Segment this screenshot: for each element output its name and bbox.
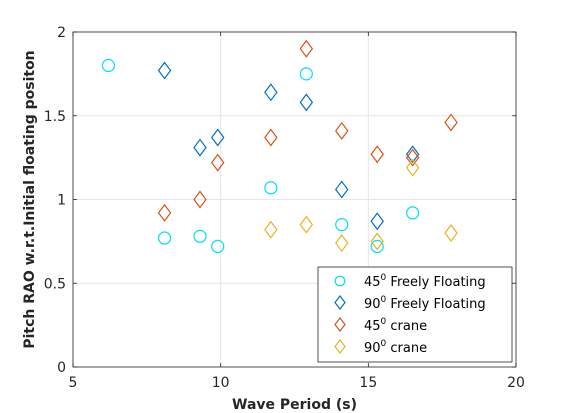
- data-point-diamond-series-3: [370, 232, 384, 251]
- x-tick-label: 5: [69, 375, 78, 391]
- x-tick-label: 20: [507, 375, 525, 391]
- data-point-diamond-series-2: [335, 121, 349, 140]
- legend-label-sup: 0: [381, 295, 387, 305]
- x-axis-label: Wave Period (s): [232, 397, 357, 413]
- data-markers: [101, 39, 458, 253]
- data-point-diamond-series-2: [264, 128, 278, 147]
- data-point-diamond-series-2: [157, 203, 172, 222]
- legend-label-rest: Freely Floating: [386, 275, 485, 290]
- data-point-diamond-series-3: [405, 158, 420, 177]
- legend-label-base: 45: [364, 275, 381, 290]
- data-point-diamond-series-3: [299, 215, 314, 234]
- data-point-diamond-series-1: [335, 180, 349, 199]
- y-tick-label: 0: [57, 360, 66, 376]
- data-point-circle-series-0: [406, 206, 420, 220]
- legend-entry-90-crane: 900 crane: [334, 339, 427, 356]
- data-point-diamond-series-1: [157, 61, 172, 80]
- svg-text:900 crane: 900 crane: [364, 339, 427, 356]
- data-point-circle-series-0: [193, 229, 207, 243]
- y-tick-label: 1: [57, 193, 66, 209]
- data-point-circle-series-0: [211, 239, 225, 253]
- data-point-diamond-series-1: [370, 212, 384, 231]
- data-point-diamond-series-2: [193, 190, 207, 209]
- y-tick-label: 1.5: [44, 109, 66, 125]
- legend-label-base: 90: [364, 297, 381, 312]
- data-point-circle-series-0: [157, 231, 172, 245]
- svg-text:900 Freely Floating: 900 Freely Floating: [364, 295, 486, 312]
- axis-ticks: [72, 31, 517, 368]
- legend-label-base: 90: [364, 341, 381, 356]
- legend-marker-diamond: [334, 295, 346, 310]
- data-point-diamond-series-1: [210, 128, 225, 147]
- legend-marker-circle: [334, 275, 346, 287]
- data-point-diamond-series-2: [370, 145, 384, 164]
- data-point-circle-series-0: [264, 181, 278, 195]
- x-tick-label: 15: [359, 375, 377, 391]
- legend-label-sup: 0: [381, 317, 387, 327]
- data-point-diamond-series-2: [444, 113, 458, 132]
- x-tick-label: 10: [212, 375, 230, 391]
- data-point-circle-series-0: [101, 58, 116, 73]
- data-point-diamond-series-1: [405, 145, 420, 164]
- legend-label-sup: 0: [381, 273, 387, 283]
- legend-label-rest: crane: [386, 319, 427, 334]
- tick-labels: 5 10 15 20 0 0.5 1 1.5 2: [44, 25, 525, 391]
- data-point-diamond-series-3: [264, 220, 278, 239]
- legend-label-base: 45: [364, 319, 381, 334]
- legend-marker-diamond: [334, 317, 346, 332]
- data-point-diamond-series-2: [405, 148, 420, 167]
- y-tick-label: 0.5: [44, 276, 66, 292]
- data-point-diamond-series-3: [335, 234, 349, 253]
- legend-marker-diamond: [334, 339, 346, 354]
- data-point-diamond-series-1: [193, 138, 207, 157]
- legend: 450 Freely Floating 900 Freely Floating …: [317, 266, 513, 363]
- y-tick-label: 2: [57, 25, 66, 41]
- data-point-diamond-series-2: [210, 153, 225, 172]
- data-point-diamond-series-1: [299, 93, 314, 112]
- data-point-diamond-series-1: [264, 83, 278, 102]
- data-point-diamond-series-2: [299, 39, 314, 58]
- legend-entry-45-freely-floating: 450 Freely Floating: [334, 273, 486, 290]
- svg-text:450 Freely Floating: 450 Freely Floating: [364, 273, 486, 290]
- legend-box: [317, 266, 513, 363]
- svg-text:450 crane: 450 crane: [364, 317, 427, 334]
- legend-label-rest: Freely Floating: [386, 297, 485, 312]
- y-axis-label: Pitch RAO w.r.t.Initial floating positon: [22, 50, 38, 348]
- data-point-circle-series-0: [335, 218, 349, 232]
- legend-entry-45-crane: 450 crane: [334, 317, 427, 334]
- legend-label-sup: 0: [381, 339, 387, 349]
- data-point-circle-series-0: [370, 239, 384, 253]
- legend-entry-90-freely-floating: 900 Freely Floating: [334, 295, 486, 312]
- legend-label-rest: crane: [386, 341, 427, 356]
- data-point-diamond-series-3: [444, 224, 458, 242]
- data-point-circle-series-0: [299, 67, 313, 81]
